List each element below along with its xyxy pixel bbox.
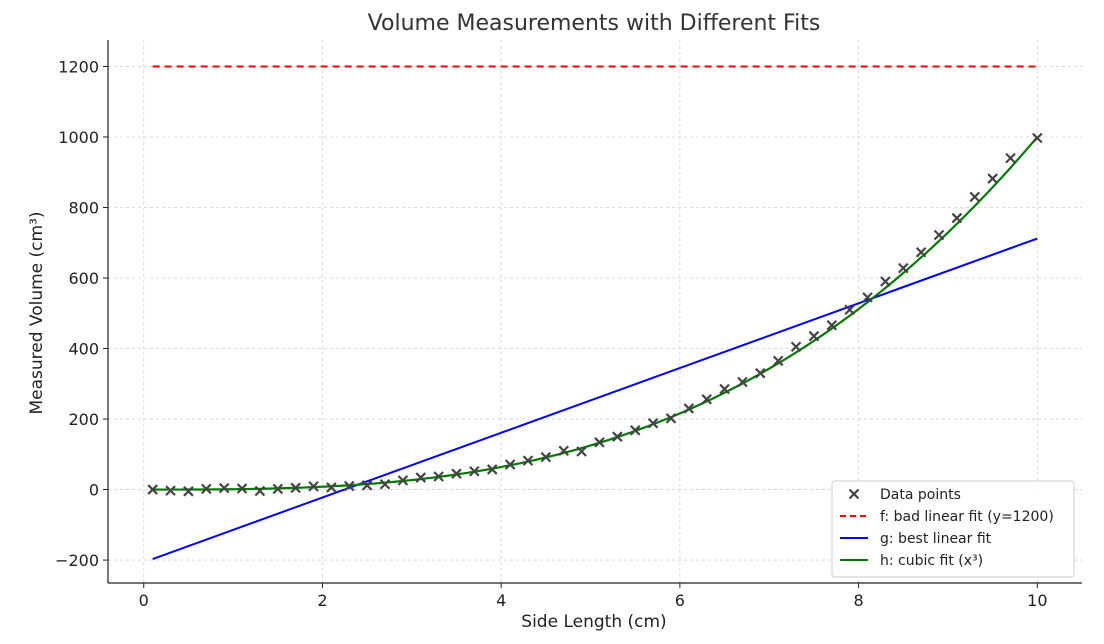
data-point: [361, 480, 373, 491]
data-point: [576, 446, 587, 457]
data-point: [969, 191, 981, 203]
grid: [108, 40, 1082, 583]
legend-label-0: Data points: [880, 487, 961, 503]
data-point-markers: [147, 132, 1043, 497]
plot-lines: [152, 65, 1039, 560]
x-tick-label: 0: [139, 591, 149, 610]
data-point: [880, 276, 891, 287]
data-point: [719, 383, 730, 395]
data-point: [755, 367, 766, 379]
data-point: [326, 482, 337, 493]
data-point: [594, 437, 605, 448]
legend: Data points f: bad linear fit (y=1200) g: …: [831, 480, 1075, 578]
ticks: 0 2 4 6 8 10 −200 0 200 400 600 800 1000 1200: [55, 57, 1047, 610]
data-point: [486, 464, 498, 475]
data-point: [933, 229, 945, 241]
data-point: [433, 471, 444, 482]
y-tick-label: 1000: [58, 128, 99, 147]
data-point: [308, 481, 319, 492]
data-point: [147, 484, 158, 495]
data-point: [915, 246, 927, 258]
data-point: [647, 417, 659, 429]
data-point: [701, 394, 712, 405]
y-tick-label: 800: [68, 198, 99, 217]
legend-box: [831, 480, 1075, 578]
data-point: [451, 468, 462, 479]
data-point: [808, 330, 820, 342]
data-point: [862, 292, 873, 303]
data-point: [165, 485, 176, 496]
y-tick-label: 0: [89, 481, 99, 500]
x-tick-label: 4: [496, 591, 506, 610]
data-point: [1005, 152, 1016, 164]
axes: [107, 40, 1082, 584]
y-tick-label: 600: [68, 269, 99, 288]
data-point: [290, 482, 301, 494]
y-tick-label: 1200: [58, 57, 99, 76]
x-tick-label: 6: [675, 591, 685, 610]
data-point: [844, 304, 855, 316]
y-tick-label: 200: [68, 410, 99, 429]
legend-label-3: h: cubic fit (x³): [880, 553, 983, 569]
x-tick-label: 10: [1027, 591, 1047, 610]
y-tick-label: 400: [68, 340, 99, 359]
data-point: [790, 341, 802, 353]
data-point: [629, 425, 641, 436]
data-point: [612, 431, 623, 442]
data-point: [1032, 132, 1043, 144]
data-point: [951, 212, 963, 224]
data-point: [737, 376, 748, 388]
x-tick-label: 2: [317, 591, 327, 610]
data-point: [665, 413, 677, 424]
chart-title: Volume Measurements with Different Fits: [368, 11, 821, 36]
data-point: [236, 483, 248, 494]
legend-label-2: g: best linear fit: [880, 531, 992, 547]
data-point: [469, 465, 480, 477]
data-point: [272, 483, 284, 495]
series-line-2: [152, 237, 1038, 560]
series-line-3: [152, 136, 1039, 491]
data-point: [558, 445, 570, 457]
data-point: [826, 319, 838, 331]
data-point: [540, 451, 552, 463]
data-point: [254, 485, 266, 497]
legend-marker-0: [848, 488, 860, 500]
data-point: [522, 455, 534, 466]
legend-label-1: f: bad linear fit (y=1200): [880, 509, 1054, 525]
data-point: [183, 486, 194, 497]
y-tick-label: −200: [55, 551, 99, 570]
x-tick-label: 8: [854, 591, 864, 610]
data-point: [415, 472, 427, 483]
x-axis-label: Side Length (cm): [521, 612, 666, 632]
data-point: [772, 355, 784, 367]
data-point: [898, 262, 909, 274]
data-point: [379, 478, 391, 490]
y-axis-label: Measured Volume (cm³): [27, 211, 47, 414]
data-point: [343, 480, 355, 492]
data-point: [683, 403, 695, 414]
data-point: [201, 483, 212, 495]
data-point: [397, 475, 409, 486]
data-point: [218, 482, 230, 494]
data-point: [504, 459, 516, 470]
data-point: [987, 173, 998, 184]
